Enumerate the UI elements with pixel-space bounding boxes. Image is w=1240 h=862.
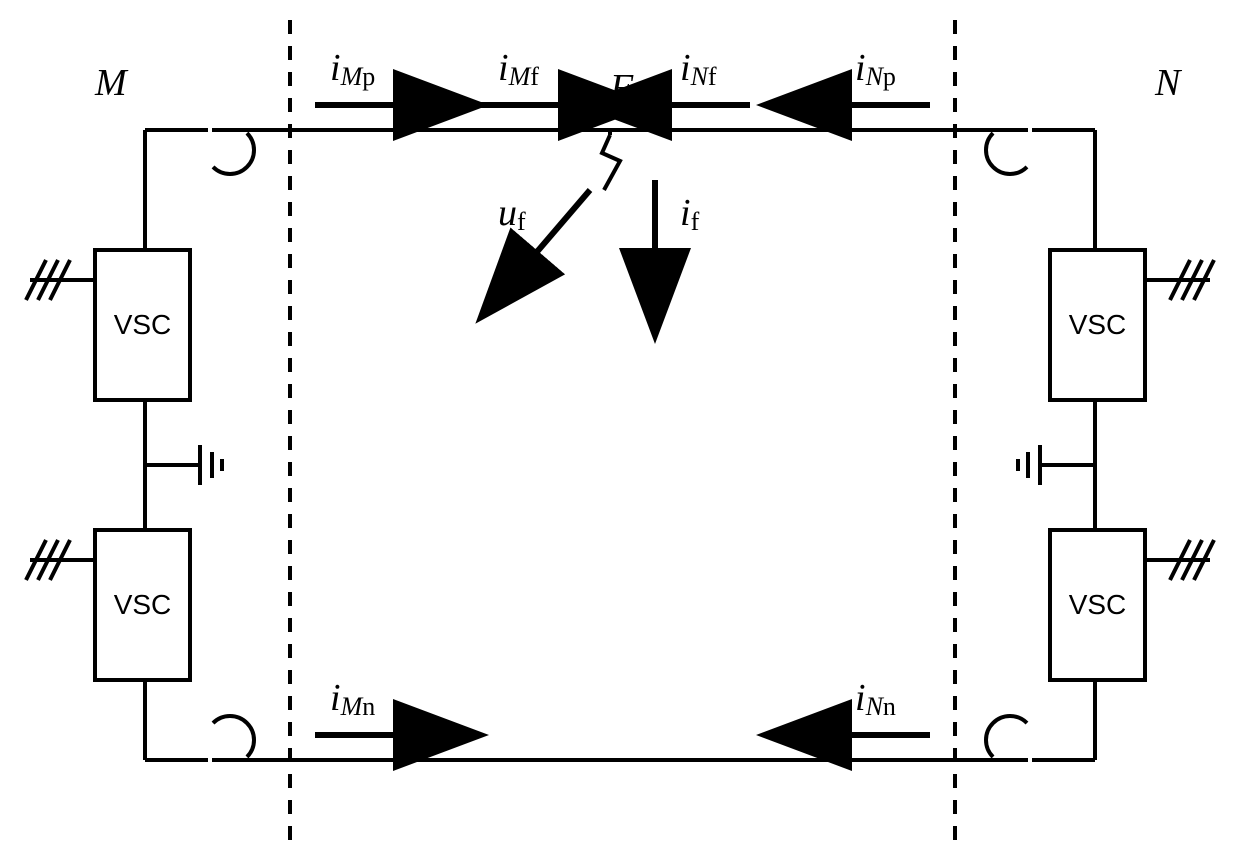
node-label-N: N (1154, 62, 1183, 104)
vsc-label: VSC (114, 589, 172, 620)
vsc-label: VSC (1069, 589, 1127, 620)
node-label-M: M (94, 62, 129, 104)
vsc-label: VSC (114, 309, 172, 340)
node-label-F: F (609, 67, 634, 109)
vsc-label: VSC (1069, 309, 1127, 340)
